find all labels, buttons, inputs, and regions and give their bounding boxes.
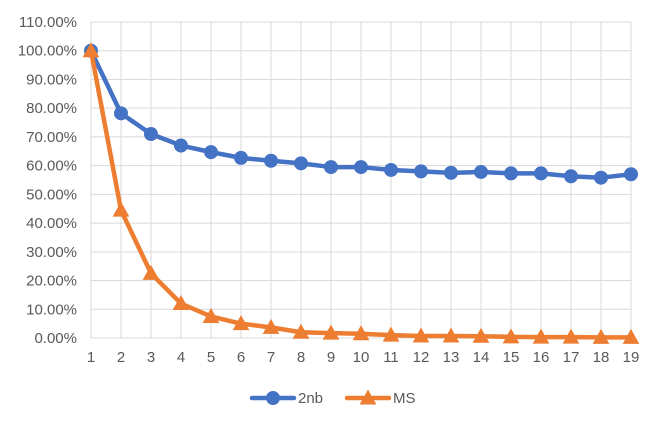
x-tick-label-6: 6: [237, 349, 245, 366]
data-point-ms-1: [82, 42, 100, 58]
x-tick-label-7: 7: [267, 349, 275, 366]
data-point-2nb-14: [474, 164, 488, 179]
data-point-2nb-12: [414, 164, 428, 179]
data-point-ms-7: [262, 318, 280, 334]
data-point-ms-17: [562, 328, 580, 344]
data-point-ms-16: [532, 328, 550, 344]
y-tick-label-10: 100.00%: [18, 43, 77, 60]
data-point-2nb-7: [264, 153, 278, 168]
y-tick-label-8: 80.00%: [26, 100, 77, 117]
x-tick-label-12: 12: [413, 349, 430, 366]
y-tick-label-4: 40.00%: [26, 215, 77, 232]
y-tick-label-0: 0.00%: [34, 330, 77, 347]
x-tick-label-1: 1: [87, 349, 95, 366]
series-ms: [82, 42, 640, 344]
y-tick-label-6: 60.00%: [26, 158, 77, 175]
data-point-2nb-16: [534, 166, 548, 181]
x-tick-label-3: 3: [147, 349, 155, 366]
y-tick-label-2: 20.00%: [26, 273, 77, 290]
data-point-ms-3: [142, 264, 160, 280]
series-2nb: [84, 43, 638, 185]
data-point-2nb-8: [294, 156, 308, 171]
data-point-2nb-5: [204, 145, 218, 160]
legend-marker-2nb: [266, 391, 280, 405]
y-tick-label-5: 50.00%: [26, 186, 77, 203]
data-point-2nb-9: [324, 160, 338, 175]
x-tick-label-5: 5: [207, 349, 215, 366]
data-point-2nb-4: [174, 138, 188, 153]
data-point-ms-13: [442, 327, 460, 343]
x-tick-label-9: 9: [327, 349, 335, 366]
data-point-ms-11: [382, 326, 400, 342]
data-point-ms-15: [502, 328, 520, 344]
y-tick-label-11: 110.00%: [19, 14, 77, 31]
legend-item-2nb: 2nb: [249, 390, 323, 407]
x-tick-label-4: 4: [177, 349, 185, 366]
data-point-2nb-17: [564, 169, 578, 184]
x-tick-label-13: 13: [443, 349, 460, 366]
data-point-ms-5: [202, 307, 220, 323]
y-tick-label-7: 70.00%: [26, 129, 77, 146]
legend-marker-ms: [359, 389, 377, 405]
data-point-2nb-2: [114, 106, 128, 121]
x-tick-label-2: 2: [117, 349, 125, 366]
x-tick-label-16: 16: [533, 349, 550, 366]
x-tick-label-11: 11: [383, 349, 399, 366]
x-tick-label-15: 15: [503, 349, 520, 366]
data-point-2nb-15: [504, 166, 518, 181]
x-tick-label-18: 18: [593, 349, 610, 366]
data-point-2nb-18: [594, 170, 608, 185]
legend-item-ms: MS: [344, 389, 416, 407]
data-point-ms-9: [322, 324, 340, 340]
data-point-ms-2: [112, 201, 130, 217]
data-point-ms-6: [232, 315, 250, 331]
legend-label-2nb: 2nb: [298, 390, 323, 407]
y-axis-tick-labels: 0.00% 10.00% 20.00% 30.00% 40.00% 50.00% 60.00…: [18, 14, 77, 347]
data-point-ms-14: [472, 327, 490, 343]
y-tick-label-1: 10.00%: [26, 301, 77, 318]
y-tick-label-9: 90.00%: [26, 71, 77, 88]
data-point-ms-19: [622, 328, 640, 344]
x-tick-label-10: 10: [353, 349, 370, 366]
x-tick-label-8: 8: [297, 349, 305, 366]
data-point-2nb-19: [624, 167, 638, 182]
data-point-ms-18: [592, 328, 610, 344]
x-tick-label-19: 19: [623, 349, 640, 366]
data-point-2nb-13: [444, 165, 458, 180]
legend-label-ms: MS: [393, 390, 416, 407]
x-axis-tick-labels: 1 2 3 4 5 6 7 8 9 10 11 12 13 14 15 16 17 18 19: [87, 349, 640, 366]
x-tick-label-14: 14: [473, 349, 490, 366]
series-layer: [82, 42, 640, 344]
x-tick-label-17: 17: [563, 349, 580, 366]
data-point-ms-12: [412, 327, 430, 343]
data-point-2nb-11: [384, 162, 398, 177]
data-point-2nb-3: [144, 127, 158, 142]
data-point-ms-8: [292, 323, 310, 339]
data-point-ms-4: [172, 294, 190, 311]
data-point-2nb-10: [354, 160, 368, 175]
y-tick-label-3: 30.00%: [26, 244, 77, 261]
legend: 2nb MS: [249, 389, 416, 407]
data-point-ms-10: [352, 325, 370, 341]
data-point-2nb-6: [234, 150, 248, 165]
